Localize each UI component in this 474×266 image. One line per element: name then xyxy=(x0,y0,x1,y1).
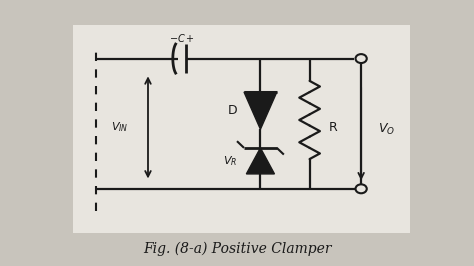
Polygon shape xyxy=(246,148,274,174)
Text: Fig. (8-a) Positive Clamper: Fig. (8-a) Positive Clamper xyxy=(143,241,331,256)
Text: R: R xyxy=(328,121,337,134)
Text: $V_O$: $V_O$ xyxy=(378,122,395,137)
Text: $V_R$: $V_R$ xyxy=(223,154,237,168)
FancyBboxPatch shape xyxy=(73,25,410,234)
Text: $-C+$: $-C+$ xyxy=(169,32,195,44)
Text: D: D xyxy=(228,104,237,117)
Polygon shape xyxy=(244,92,277,129)
Text: $V_{IN}$: $V_{IN}$ xyxy=(111,120,128,134)
